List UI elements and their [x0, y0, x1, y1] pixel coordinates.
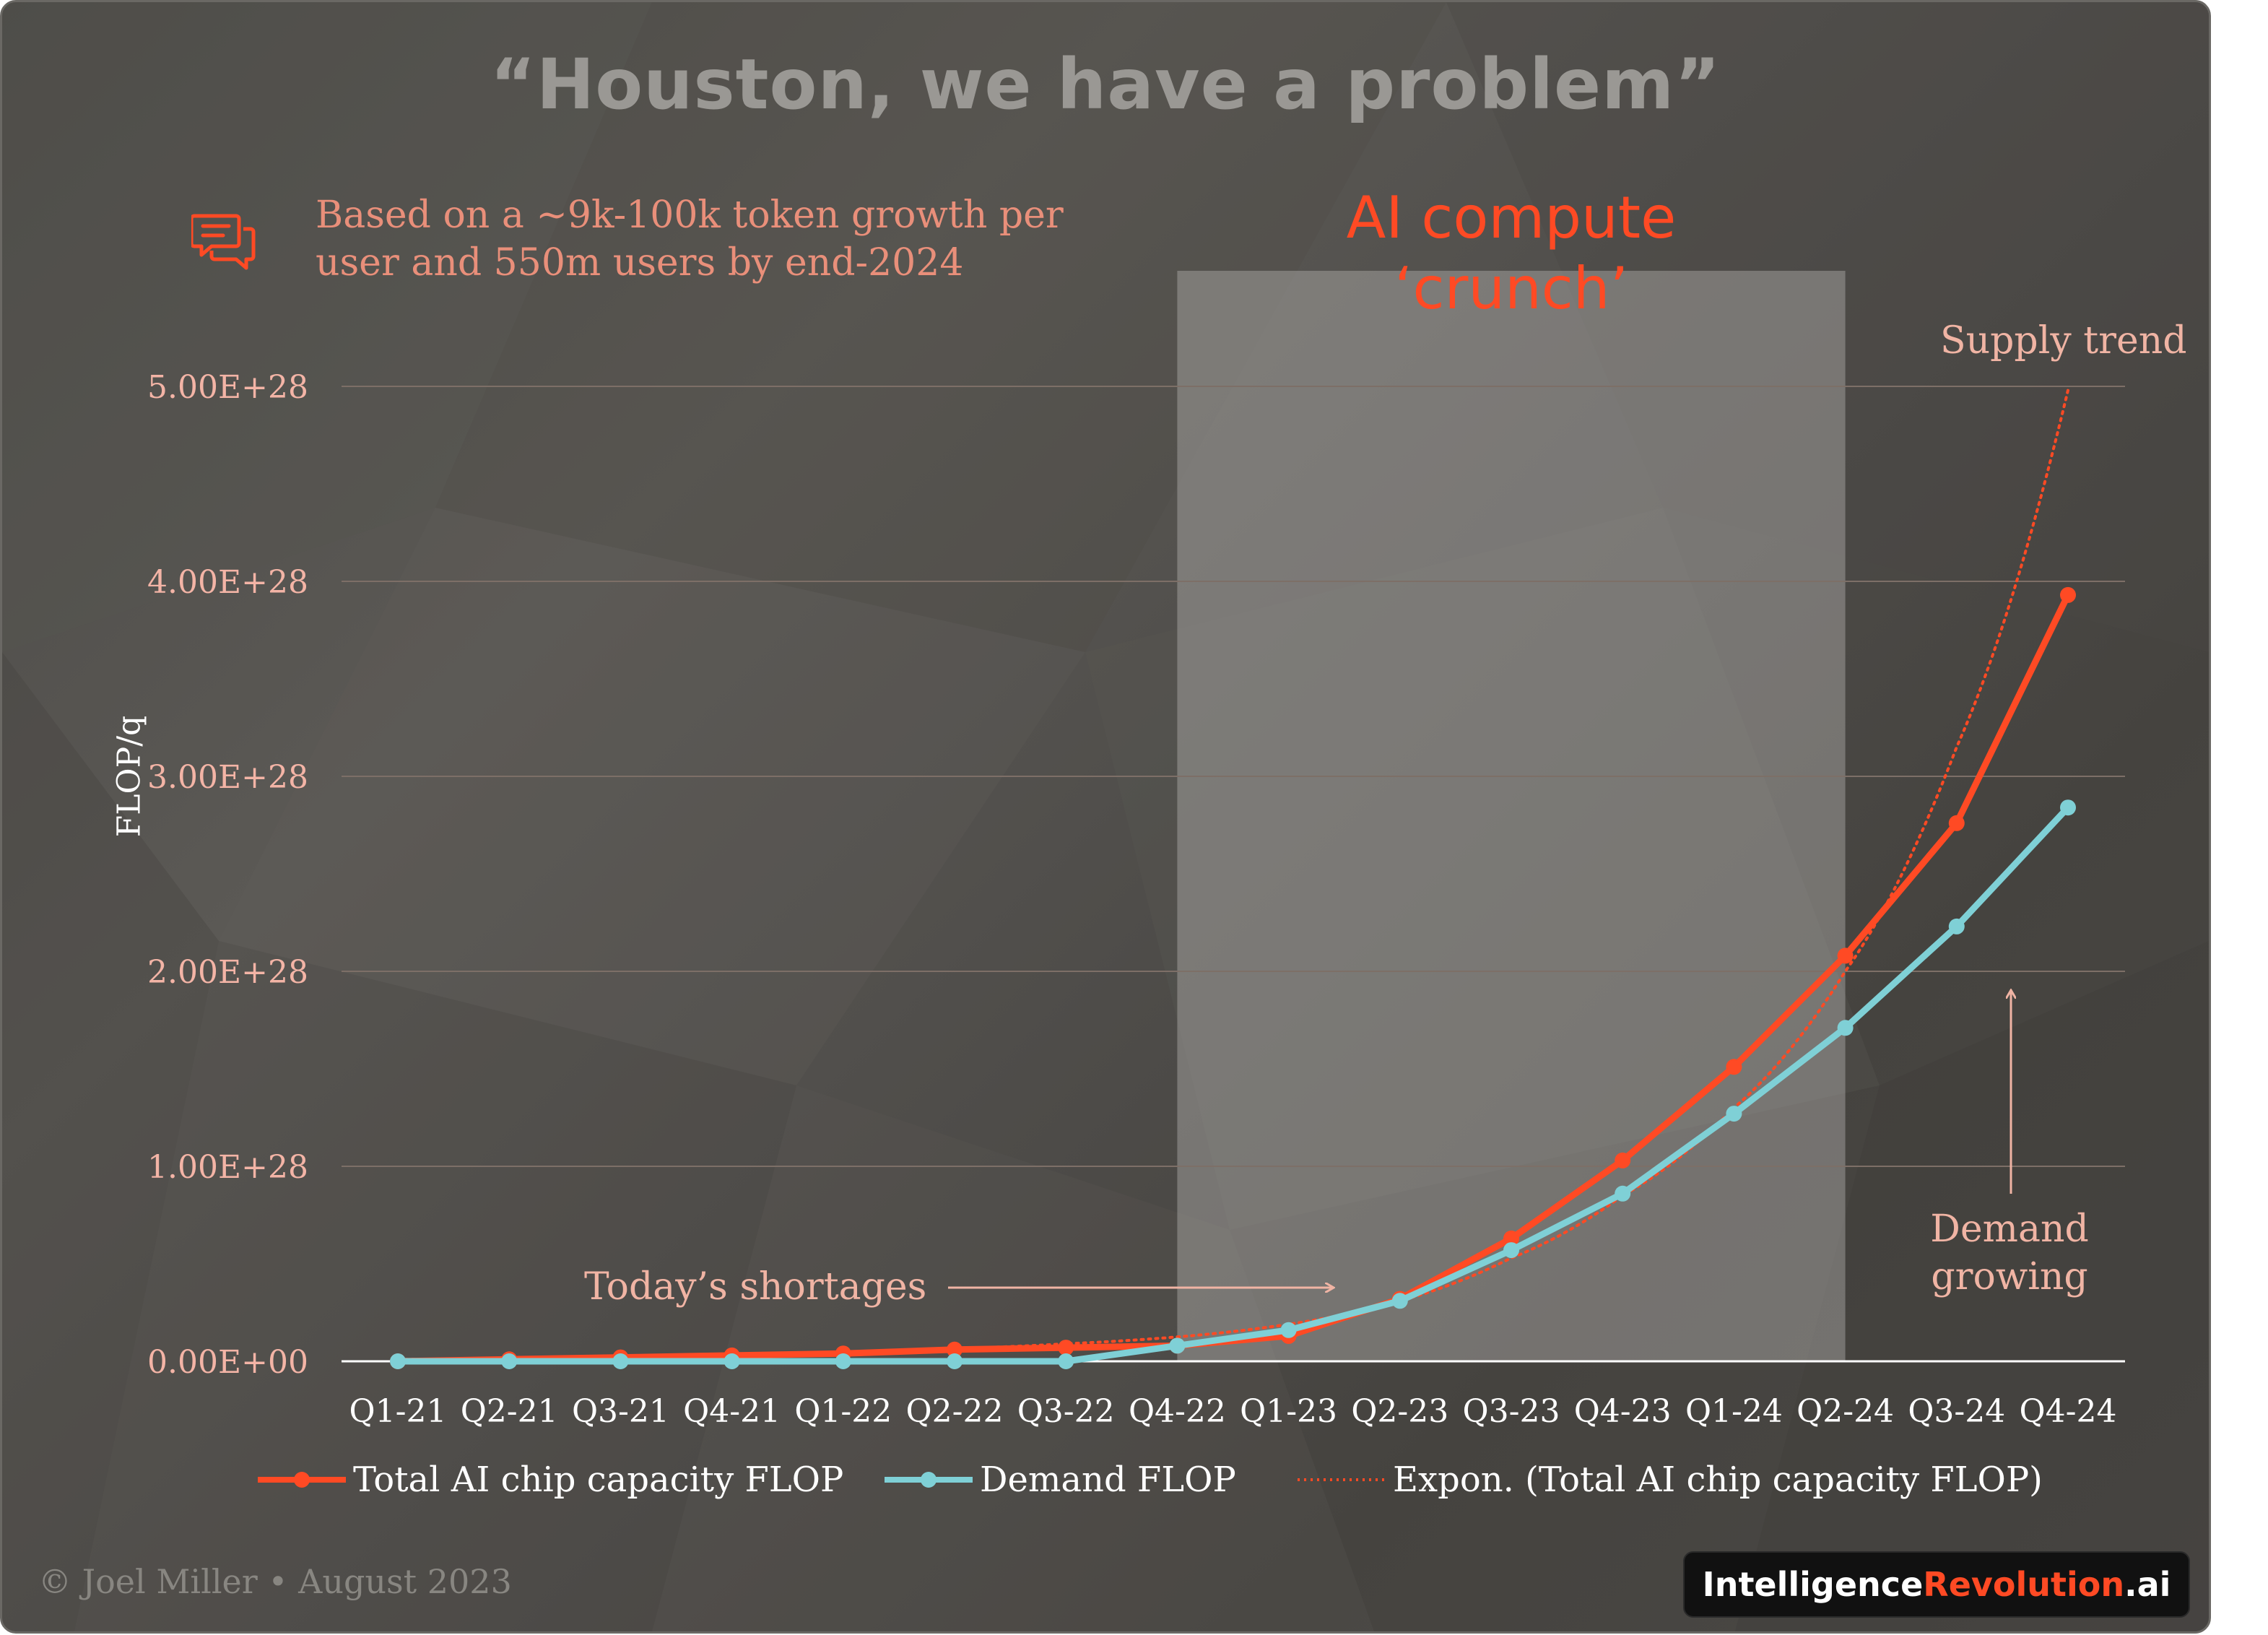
- x-tick-label: Q1-21: [349, 1393, 447, 1430]
- x-tick-label: Q4-21: [683, 1393, 781, 1430]
- y-tick-label: 0.00E+00: [147, 1344, 308, 1381]
- note-line-2: user and 550m users by end-2024: [316, 241, 964, 285]
- brand-logo: Intelligence Revolution .ai: [1683, 1551, 2190, 1618]
- demand-point: [1726, 1106, 1742, 1122]
- demand-growing-line-1: Demand: [1930, 1207, 2089, 1251]
- supply-point: [1837, 947, 1854, 964]
- demand-point: [390, 1353, 406, 1369]
- copyright-text: © Joel Miller • August 2023: [38, 1562, 512, 1601]
- demand-line: [398, 805, 2071, 1365]
- y-tick-label: 1.00E+28: [147, 1149, 308, 1186]
- demand-growing-line-2: growing: [1931, 1255, 2088, 1298]
- legend-label-trend: Expon. (Total AI chip capacity FLOP): [1393, 1460, 2043, 1500]
- legend-item-demand: Demand FLOP: [882, 1460, 1236, 1500]
- demand-point: [724, 1353, 740, 1369]
- demand-point: [612, 1353, 629, 1369]
- crunch-label-line-1: AI compute: [1346, 184, 1677, 251]
- demand-point: [1280, 1322, 1297, 1338]
- demand-point: [1503, 1242, 1519, 1259]
- x-tick-label: Q1-23: [1240, 1393, 1337, 1430]
- todays-shortages-label: Today’s shortages: [584, 1265, 927, 1309]
- legend-label-demand: Demand FLOP: [980, 1460, 1236, 1500]
- x-tick-label: Q3-23: [1463, 1393, 1560, 1430]
- legend-swatch-trend: [1298, 1478, 1386, 1481]
- legend: Total AI chip capacity FLOP Demand FLOP …: [2, 1460, 2209, 1510]
- supply-point: [1058, 1340, 1074, 1356]
- chart-plot: 0.00E+00 1.00E+28 2.00E+28 3.00E+28 4.00E+28…: [147, 271, 2125, 1430]
- x-tick-label: Q2-24: [1796, 1393, 1894, 1430]
- crunch-label: AI compute ‘crunch’: [1295, 183, 1728, 324]
- note-line-1: Based on a ~9k-100k token growth per: [316, 194, 1064, 237]
- legend-swatch-demand: [885, 1472, 973, 1488]
- demand-point: [1058, 1353, 1074, 1369]
- x-tick-label: Q1-24: [1685, 1393, 1783, 1430]
- demand-point: [1391, 1293, 1408, 1309]
- supply-point: [947, 1341, 963, 1358]
- supply-point: [2060, 586, 2076, 603]
- supply-point: [1615, 1152, 1631, 1168]
- legend-item-supply: Total AI chip capacity FLOP: [255, 1460, 843, 1500]
- legend-label-supply: Total AI chip capacity FLOP: [353, 1460, 844, 1500]
- x-tick-label: Q3-21: [572, 1393, 669, 1430]
- demand-point: [1948, 918, 1965, 934]
- supply-point: [1948, 815, 1965, 831]
- supply-point: [1503, 1230, 1519, 1246]
- chart-card: 0.00E+00 1.00E+28 2.00E+28 3.00E+28 4.00E+28…: [0, 0, 2211, 1634]
- chart-title: “Houston, we have a problem”: [490, 44, 1721, 125]
- x-tick-label: Q1-22: [794, 1393, 892, 1430]
- legend-item-trend: Expon. (Total AI chip capacity FLOP): [1295, 1460, 2043, 1500]
- demand-growing-label: Demand growing: [1908, 1205, 2111, 1301]
- demand-point: [501, 1353, 518, 1369]
- demand-point: [1837, 1020, 1854, 1036]
- demand-point: [835, 1353, 851, 1369]
- demand-point: [1615, 1185, 1631, 1202]
- crunch-label-line-2: ‘crunch’: [1394, 255, 1628, 322]
- crunch-highlight-band: [1177, 271, 1846, 1361]
- y-axis-label: FLOP/q: [110, 715, 148, 838]
- x-tick-label: Q2-21: [461, 1393, 558, 1430]
- supply-point: [1726, 1059, 1742, 1075]
- x-tick-label: Q4-24: [2020, 1393, 2117, 1430]
- chat-bubbles-icon: [191, 214, 256, 270]
- x-tick-label: Q3-22: [1017, 1393, 1115, 1430]
- x-tick-label: Q4-23: [1574, 1393, 1672, 1430]
- demand-point: [2060, 799, 2076, 816]
- x-tick-label: Q2-22: [906, 1393, 1004, 1430]
- demand-point: [1169, 1337, 1186, 1354]
- supply-trend-label: Supply trend: [1940, 319, 2187, 363]
- y-tick-label: 3.00E+28: [147, 759, 308, 796]
- brand-part-1: Intelligence: [1702, 1565, 1924, 1604]
- brand-part-2: Revolution: [1923, 1565, 2125, 1604]
- demand-point: [947, 1353, 963, 1369]
- legend-swatch-supply: [258, 1472, 346, 1488]
- y-tick-label: 2.00E+28: [147, 954, 308, 991]
- background-facets: [2, 2, 2209, 1631]
- assumption-note: Based on a ~9k-100k token growth per use…: [316, 191, 1110, 287]
- x-tick-label: Q4-22: [1129, 1393, 1226, 1430]
- brand-part-3: .ai: [2124, 1565, 2171, 1604]
- y-tick-label: 5.00E+28: [147, 369, 308, 406]
- x-tick-label: Q2-23: [1351, 1393, 1448, 1430]
- x-tick-label: Q3-24: [1908, 1393, 2005, 1430]
- y-tick-label: 4.00E+28: [147, 564, 308, 601]
